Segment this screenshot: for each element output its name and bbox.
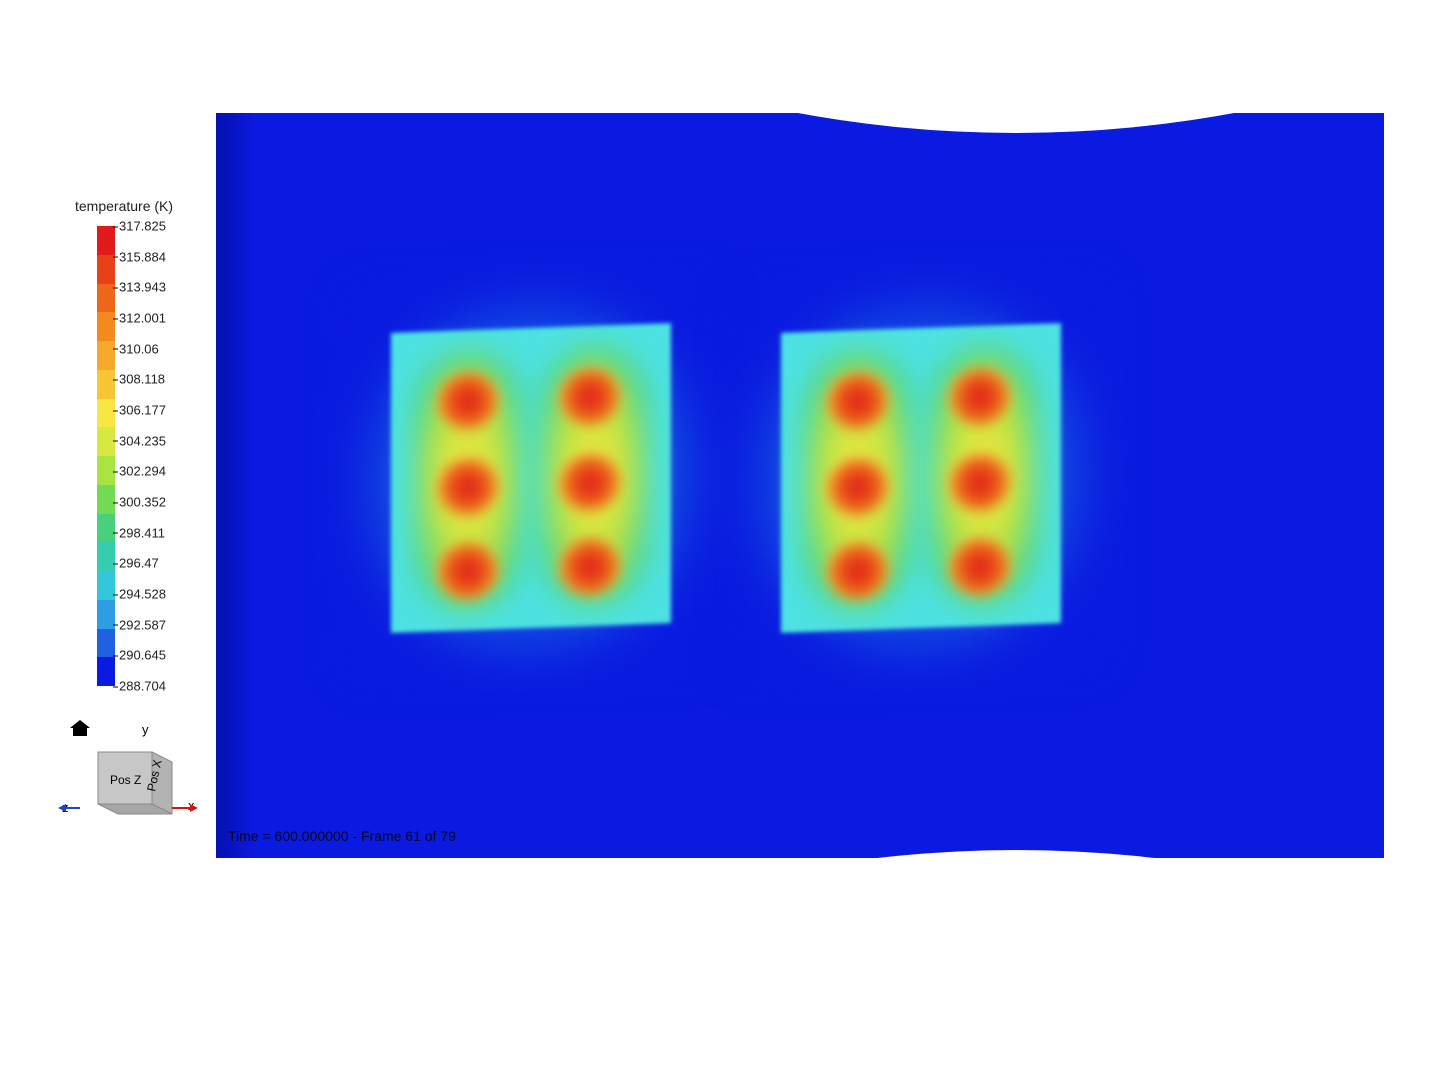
legend-segment [97,657,115,686]
legend-segment [97,312,115,341]
legend-segment [97,370,115,399]
legend-segment [97,341,115,370]
legend-segment [97,629,115,658]
color-legend: temperature (K) 317.825 315.884 313.943 312… [75,198,173,686]
home-icon[interactable] [70,720,90,736]
legend-title: temperature (K) [75,198,173,214]
axis-orientation-widget[interactable]: y x z Pos Z Pos X [60,714,210,834]
legend-tick: 288.704 [119,679,166,694]
legend-segment [97,485,115,514]
legend-tick: 317.825 [119,219,166,234]
legend-tick: 308.118 [119,372,165,387]
legend-tick: 306.177 [119,403,166,418]
simulation-viewport[interactable]: Time = 600.000000 - Frame 61 of 79 [216,113,1384,858]
legend-tick: 292.587 [119,617,166,632]
legend-tick: 302.294 [119,464,166,479]
legend-segment [97,542,115,571]
legend-tick: 290.645 [119,648,166,663]
legend-tick: 315.884 [119,249,166,264]
viewport-left-shade [216,113,256,858]
legend-segment [97,226,115,255]
legend-tick: 296.47 [119,556,159,571]
legend-bar [97,226,115,686]
cube-front-label: Pos Z [110,773,141,787]
legend-tick: 312.001 [119,311,166,326]
legend-tick: 304.235 [119,433,166,448]
legend-tick: 298.411 [119,525,165,540]
legend-segment [97,399,115,428]
status-text: Time = 600.000000 - Frame 61 of 79 [228,828,456,844]
legend-segment [97,571,115,600]
legend-tick: 300.352 [119,495,166,510]
legend-tick: 310.06 [119,341,159,356]
legend-segment [97,255,115,284]
heat-plate [781,323,1061,633]
orientation-cube[interactable]: Pos Z Pos X [98,752,172,814]
legend-tick: 313.943 [119,280,166,295]
legend-tick: 294.528 [119,587,166,602]
axis-y-label: y [142,722,149,737]
legend-segment [97,514,115,543]
heat-plate [391,323,671,633]
legend-ticks: 317.825315.884313.943312.001310.06308.11… [119,226,199,686]
